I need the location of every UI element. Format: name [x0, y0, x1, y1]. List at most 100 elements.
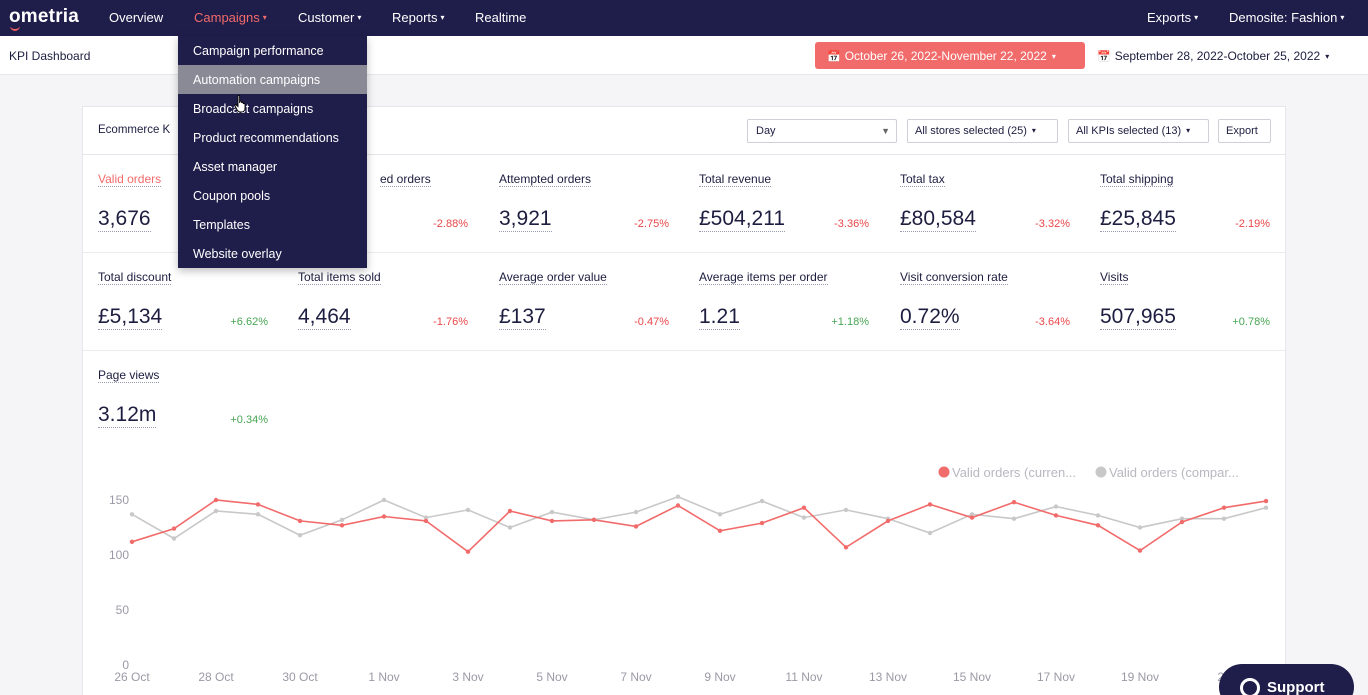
current-data-point — [339, 523, 345, 528]
comparison-data-point — [381, 497, 387, 503]
legend-label: Valid orders (curren... — [952, 465, 1076, 480]
current-data-point — [633, 524, 639, 529]
comparison-data-point — [339, 517, 345, 522]
nav-realtime[interactable]: Realtime — [475, 10, 527, 25]
kpi-tile-total-shipping[interactable]: Total shipping £25,845 -2.19% — [1085, 155, 1285, 252]
kpi-change: -1.76% — [433, 316, 468, 328]
current-series-line — [131, 499, 1267, 553]
comparison-data-point — [843, 507, 849, 513]
x-tick-label: 19 Nov — [1121, 670, 1159, 684]
comparison-data-point — [801, 515, 807, 520]
kpi-tile-visit-conversion-rate[interactable]: Visit conversion rate 0.72% -3.64% — [885, 253, 1085, 350]
comparison-data-point — [1263, 505, 1269, 510]
kpi-change: +6.62% — [230, 316, 268, 328]
x-tick-label: 17 Nov — [1037, 670, 1075, 684]
comparison-date-range[interactable]: 📅 September 28, 2022-October 25, 2022 ▾ — [1097, 49, 1330, 63]
divider — [83, 350, 1285, 351]
nav-campaigns[interactable]: Campaigns ▾ — [194, 10, 267, 25]
kpi-label: Valid orders — [98, 172, 162, 187]
granularity-select[interactable]: Day ▼ — [747, 119, 897, 143]
y-tick-label: 100 — [109, 548, 129, 562]
current-data-point — [1011, 500, 1017, 505]
comparison-data-point — [1011, 516, 1017, 521]
current-data-point — [801, 505, 807, 510]
logo-smile-icon — [10, 26, 20, 31]
kpi-tile-visits[interactable]: Visits 507,965 +0.78% — [1085, 253, 1285, 350]
comparison-data-point — [255, 512, 261, 517]
nav-customer[interactable]: Customer ▾ — [298, 10, 362, 25]
comparison-data-point — [1095, 513, 1101, 518]
kpi-label: Total shipping — [1100, 172, 1174, 187]
kpi-label: Total tax — [900, 172, 945, 187]
menu-item-asset-manager[interactable]: Asset manager — [193, 160, 278, 174]
comparison-data-point — [507, 525, 513, 530]
menu-item-templates[interactable]: Templates — [193, 218, 250, 232]
export-button[interactable]: Export — [1218, 119, 1271, 143]
kpi-label: Total discount — [98, 270, 172, 285]
comparison-data-point — [213, 508, 219, 514]
ometria-logo[interactable]: ometria — [9, 6, 79, 31]
kpi-value: 4,464 — [298, 305, 351, 330]
top-navigation: ometria Overview Campaigns ▾ Customer ▾ Re… — [0, 0, 1368, 36]
kpi-change: -2.75% — [634, 218, 669, 230]
menu-item-coupon-pools[interactable]: Coupon pools — [193, 189, 271, 203]
comparison-data-point — [927, 530, 933, 536]
nav-reports[interactable]: Reports ▾ — [392, 10, 445, 25]
kpi-label: Total items sold — [298, 270, 381, 285]
nav-exports[interactable]: Exports ▾ — [1147, 10, 1199, 25]
kpi-tile-attempted-orders[interactable]: Attempted orders 3,921 -2.75% — [484, 155, 684, 252]
kpi-tile-total-revenue[interactable]: Total revenue £504,211 -3.36% — [684, 155, 884, 252]
chevron-down-icon: ▾ — [1186, 126, 1191, 135]
chevron-down-icon: ▾ — [1340, 13, 1345, 22]
menu-item-website-overlay[interactable]: Website overlay — [193, 247, 282, 261]
stores-filter-button[interactable]: All stores selected (25) ▾ — [907, 119, 1058, 143]
dropdown-triangle-icon: ▼ — [881, 126, 890, 136]
kpi-tile-average-items-per-order[interactable]: Average items per order 1.21 +1.18% — [684, 253, 884, 350]
kpi-label: Total revenue — [699, 172, 772, 187]
kpi-tile-total-discount[interactable]: Total discount £5,134 +6.62% — [83, 253, 283, 350]
kpi-tile-orders[interactable]: ed orders -2.88% — [283, 155, 483, 252]
nav-account[interactable]: Demosite: Fashion ▾ — [1229, 10, 1345, 25]
menu-item-broadcast-campaigns[interactable]: Broadcast campaigns — [193, 102, 314, 116]
current-data-point — [213, 497, 219, 503]
x-tick-label: 9 Nov — [704, 670, 735, 684]
comparison-data-point — [423, 515, 429, 520]
kpi-tile-valid-orders[interactable]: Valid orders 3,676 — [83, 155, 283, 252]
primary-date-range[interactable]: 📅 October 26, 2022-November 22, 2022 ▾ — [815, 42, 1085, 69]
current-data-point — [1221, 505, 1227, 510]
kpi-value: £137 — [499, 305, 546, 330]
legend-marker — [1095, 466, 1107, 478]
x-tick-label: 15 Nov — [953, 670, 991, 684]
comparison-data-point — [1179, 516, 1185, 521]
comparison-data-point — [297, 533, 303, 538]
nav-overview[interactable]: Overview — [109, 10, 164, 25]
kpi-tile-total-items-sold[interactable]: Total items sold 4,464 -1.76% — [283, 253, 483, 350]
menu-item-campaign-performance[interactable]: Campaign performance — [193, 44, 324, 58]
legend-marker — [938, 466, 950, 478]
support-button[interactable]: Support — [1219, 664, 1354, 695]
kpi-tile-page-views[interactable]: Page views 3.12m +0.34% — [83, 351, 283, 448]
kpi-value: 0.72% — [900, 305, 960, 330]
kpi-label: Visits — [1100, 270, 1129, 285]
kpi-change: -3.32% — [1035, 218, 1070, 230]
current-data-point — [129, 539, 135, 544]
y-tick-label: 150 — [109, 493, 129, 507]
current-data-point — [1179, 519, 1185, 525]
kpi-value: £25,845 — [1100, 207, 1176, 232]
x-tick-label: 28 Oct — [198, 670, 234, 684]
kpi-tile-average-order-value[interactable]: Average order value £137 -0.47% — [484, 253, 684, 350]
current-data-point — [423, 518, 429, 524]
kpis-filter-button[interactable]: All KPIs selected (13) ▾ — [1068, 119, 1209, 143]
current-data-point — [507, 508, 513, 514]
menu-item-product-recommendations[interactable]: Product recommendations — [193, 131, 339, 145]
comparison-data-point — [759, 498, 765, 504]
kpi-value: 3.12m — [98, 403, 157, 428]
comparison-data-point — [465, 507, 471, 513]
kpi-tile-total-tax[interactable]: Total tax £80,584 -3.32% — [885, 155, 1085, 252]
comparison-data-point — [1053, 504, 1059, 509]
current-data-point — [381, 514, 387, 519]
kpi-label: Average items per order — [699, 270, 828, 285]
menu-item-automation-campaigns[interactable]: Automation campaigns — [178, 65, 367, 94]
comparison-data-point — [675, 494, 681, 499]
